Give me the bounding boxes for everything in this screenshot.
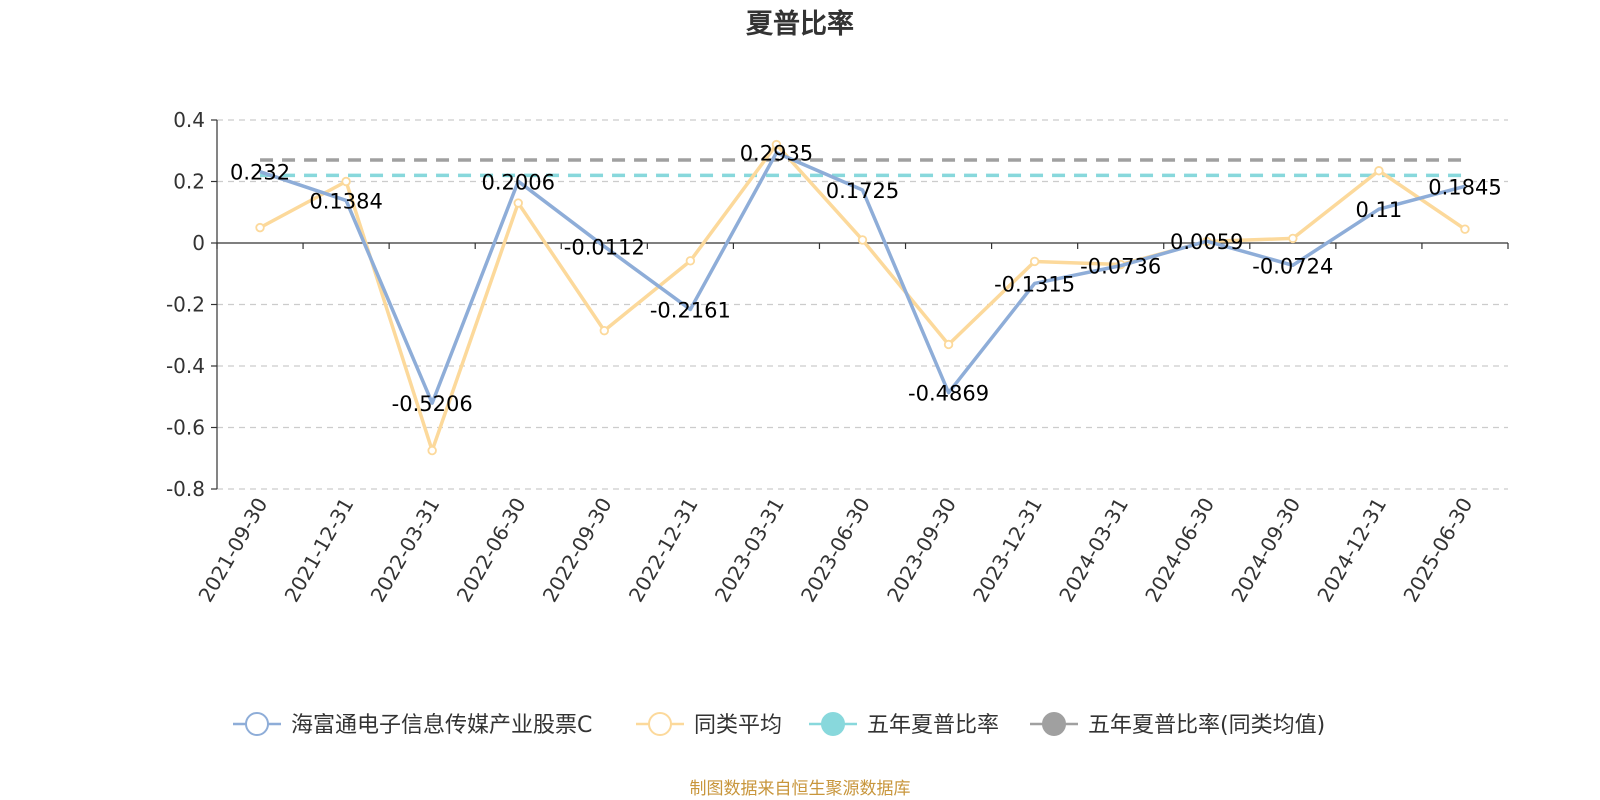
data-label: 0.232 [230, 161, 290, 185]
series-point [341, 176, 351, 187]
legend-label[interactable]: 五年夏普比率 [867, 713, 999, 738]
series-point [943, 339, 954, 350]
x-tick-label: 2024-09-30 [1226, 494, 1305, 607]
x-tick-label: 2023-12-31 [968, 494, 1047, 607]
data-label: 0.11 [1356, 198, 1403, 222]
legend-label[interactable]: 同类平均 [694, 713, 782, 738]
y-tick-label: 0.4 [173, 108, 205, 132]
y-tick-label: -0.6 [166, 416, 205, 440]
x-tick-label: 2024-03-31 [1054, 494, 1133, 607]
series-point [857, 235, 868, 245]
series-point [1288, 233, 1298, 244]
data-label: 0.1384 [309, 189, 382, 213]
data-label: 0.2935 [740, 142, 813, 166]
data-label: -0.5206 [392, 392, 473, 416]
legend-marker [648, 712, 672, 736]
data-label: -0.4869 [908, 382, 989, 406]
legend-label[interactable]: 海富通电子信息传媒产业股票C [291, 713, 592, 738]
data-label: -0.0112 [564, 235, 645, 259]
y-tick-label: -0.8 [166, 477, 205, 501]
series-point [1374, 166, 1384, 176]
y-axis-ticks: 0.4 0.2 0 -0.2 -0.4 -0.6 -0.8 [166, 108, 217, 501]
source-note: 制图数据来自恒生聚源数据库 [690, 779, 911, 799]
y-tick-label: -0.2 [166, 293, 205, 317]
legend-label[interactable]: 五年夏普比率(同类均值) [1088, 713, 1325, 738]
x-tick-label: 2023-09-30 [882, 494, 961, 607]
x-tick-label: 2025-06-30 [1398, 494, 1477, 607]
series-layer [255, 139, 1470, 456]
legend-marker [245, 712, 269, 736]
x-tick-label: 2021-12-31 [280, 494, 359, 607]
series-point [771, 139, 782, 150]
data-label: -0.1315 [994, 272, 1075, 296]
x-tick-label: 2023-06-30 [796, 494, 875, 607]
series-point [599, 325, 609, 336]
legend: 海富通电子信息传媒产业股票C 同类平均 五年夏普比率 五年夏普比率(同类均值) [233, 712, 1325, 738]
x-tick-label: 2022-03-31 [366, 493, 445, 606]
series-point [685, 256, 696, 266]
data-label: 0.0059 [1170, 230, 1243, 254]
series-point [513, 198, 523, 208]
legend-marker [821, 712, 845, 736]
series-point [427, 445, 437, 456]
x-tick-label: 2022-09-30 [538, 494, 617, 607]
series-line-0 [259, 150, 1466, 405]
data-label: 0.1725 [826, 179, 899, 203]
data-label: 0.1845 [1428, 175, 1501, 199]
data-label: -0.0724 [1252, 254, 1333, 278]
x-tick-label: 2022-06-30 [452, 494, 531, 607]
chart-title: 夏普比率 [746, 8, 854, 40]
data-label: -0.0736 [1080, 255, 1161, 279]
x-tick-label: 2024-06-30 [1140, 494, 1219, 607]
y-tick-label: 0.2 [173, 170, 205, 194]
x-axis-ticks: 2021-09-30 2021-12-31 2022-03-31 2022-06-30… [193, 493, 1477, 606]
x-tick-label: 2021-09-30 [193, 494, 272, 607]
legend-marker [1042, 712, 1066, 736]
data-label: 0.2006 [481, 170, 554, 194]
x-tick-label: 2024-12-31 [1312, 494, 1391, 607]
series-point [1029, 256, 1040, 267]
series-point [1460, 224, 1470, 234]
series-point [255, 222, 265, 233]
y-tick-label: 0 [192, 231, 205, 255]
y-tick-label: -0.4 [166, 354, 205, 378]
data-labels: 0.232 0.1384 -0.5206 0.2006 -0.0112 -0.2161 0.… [230, 142, 1502, 416]
x-tick-label: 2023-03-31 [710, 494, 789, 607]
x-tick-label: 2022-12-31 [624, 494, 703, 607]
data-label: -0.2161 [650, 298, 731, 322]
